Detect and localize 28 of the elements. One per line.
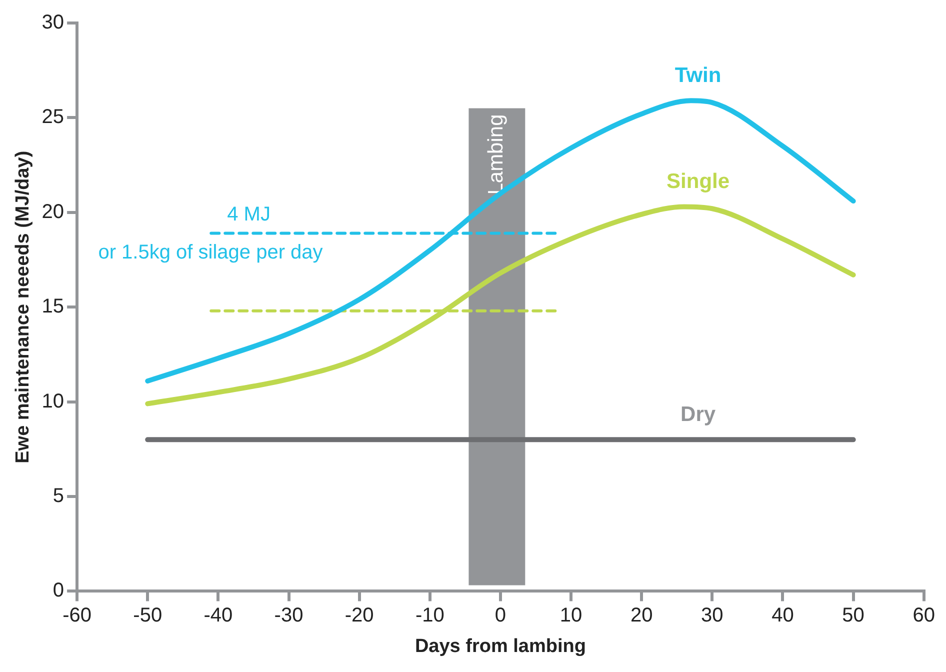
y-tick-label: 20	[42, 200, 64, 223]
y-tick-label: 30	[42, 12, 64, 34]
x-tick-label: 0	[494, 604, 506, 627]
x-tick-label: 20	[630, 604, 653, 627]
series-label: Dry	[680, 402, 716, 426]
x-tick-label: 10	[560, 604, 582, 627]
annotation: 4 MJ	[227, 204, 270, 226]
x-tick-label: -50	[133, 604, 162, 627]
x-tick-label: -20	[344, 604, 374, 627]
series-label: Single	[666, 170, 730, 194]
y-tick-label: 0	[52, 580, 64, 602]
x-tick-label: 30	[701, 604, 724, 627]
annotation: or 1.5kg of silage per day	[98, 242, 323, 264]
y-tick-label: 15	[42, 296, 64, 318]
y-tick-label: 25	[42, 106, 64, 128]
x-tick-label: -30	[274, 604, 304, 627]
y-axis-title: Ewe maintenance neeeds (MJ/day)	[12, 150, 34, 464]
band-label: Lambing	[484, 114, 508, 195]
x-tick-label: 50	[842, 604, 864, 627]
series-label: Twin	[674, 64, 722, 87]
x-tick-label: -10	[415, 604, 444, 627]
x-tick-label: 40	[772, 604, 794, 627]
y-tick-label: 10	[42, 390, 64, 412]
x-tick-label: -60	[62, 604, 92, 627]
x-tick-label: -40	[204, 604, 233, 627]
x-axis-title: Days from lambing	[414, 636, 586, 657]
y-tick-label: 5	[52, 485, 64, 508]
x-tick-label: 60	[912, 604, 935, 627]
